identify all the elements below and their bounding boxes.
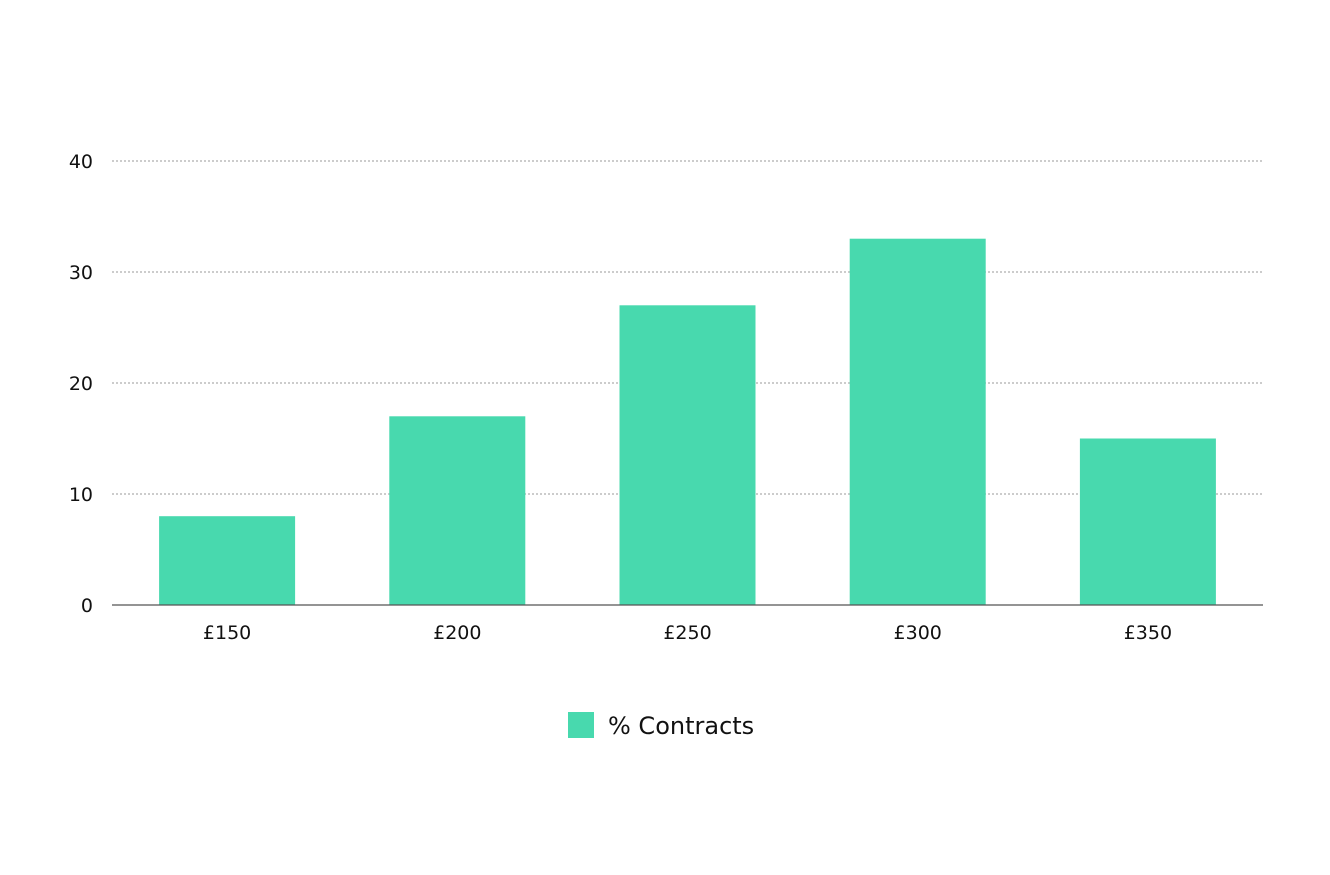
y-tick-label-2: 20 <box>69 373 93 395</box>
x-tick-label-0: £150 <box>203 622 251 644</box>
x-tick-label-4: £350 <box>1124 622 1172 644</box>
x-tick-label-1: £200 <box>433 622 481 644</box>
legend-label: % Contracts <box>608 712 754 740</box>
x-tick-labels: £150 £200 £250 £300 £350 <box>203 622 1172 644</box>
y-tick-label-3: 30 <box>69 262 93 284</box>
bars <box>159 238 1216 605</box>
legend: % Contracts <box>568 712 754 740</box>
bar-0 <box>159 516 296 605</box>
bar-2 <box>619 305 756 605</box>
legend-swatch <box>568 712 594 738</box>
x-tick-label-3: £300 <box>894 622 942 644</box>
y-tick-label-1: 10 <box>69 484 93 506</box>
y-tick-label-0: 0 <box>81 595 93 617</box>
y-tick-labels: 0 10 20 30 40 <box>69 151 93 617</box>
bar-1 <box>389 416 526 605</box>
y-tick-label-4: 40 <box>69 151 93 173</box>
bar-4 <box>1079 438 1216 605</box>
x-tick-label-2: £250 <box>663 622 711 644</box>
bar-3 <box>849 238 986 605</box>
